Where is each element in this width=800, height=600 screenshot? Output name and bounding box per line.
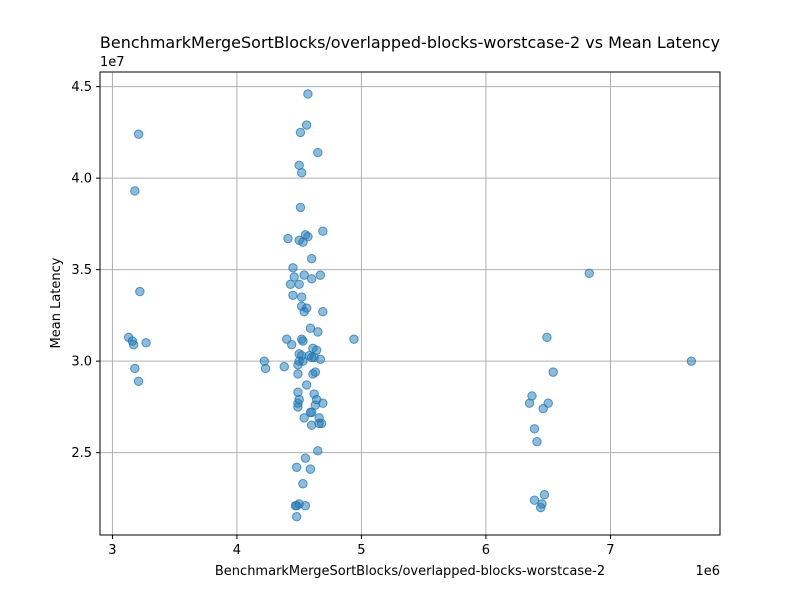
y-tick-label: 2.5 xyxy=(71,446,92,461)
scatter-point xyxy=(584,268,594,279)
scatter-point xyxy=(529,424,540,434)
scatter-point xyxy=(315,354,326,365)
scatter-point xyxy=(543,398,553,408)
scatter-point xyxy=(133,376,144,386)
x-tick-label: 7 xyxy=(606,543,614,558)
x-axis-offset-label: 1e6 xyxy=(695,564,720,579)
scatter-point xyxy=(130,186,140,196)
scatter-point xyxy=(295,202,306,213)
scatter-point xyxy=(296,292,307,302)
scatter-point xyxy=(301,380,312,390)
scatter-point xyxy=(288,263,298,273)
scatter-point xyxy=(315,270,326,280)
y-axis-label: Mean Latency xyxy=(49,257,64,348)
scatter-point xyxy=(313,327,323,337)
scatter-point xyxy=(296,167,307,178)
x-tick-label: 3 xyxy=(108,543,116,558)
scatter-point xyxy=(288,290,298,300)
x-tick-label: 4 xyxy=(233,543,241,558)
data-points xyxy=(123,89,697,522)
scatter-point xyxy=(294,279,304,289)
scatter-point xyxy=(298,356,308,366)
scatter-point xyxy=(279,361,289,372)
scatter-point xyxy=(298,479,308,489)
scatter-point xyxy=(529,495,540,505)
scatter-point xyxy=(303,89,313,99)
x-axis-label: BenchmarkMergeSortBlocks/overlapped-bloc… xyxy=(215,564,605,579)
scatter-point xyxy=(548,367,558,377)
scatter-point xyxy=(527,391,537,401)
scatter-point xyxy=(537,499,547,509)
scatter-point xyxy=(686,356,697,366)
scatter-point xyxy=(294,394,304,405)
scatter-point xyxy=(128,339,139,350)
scatter-point xyxy=(293,369,303,379)
y-tick-label: 3.5 xyxy=(71,263,92,278)
grid-lines xyxy=(100,72,720,535)
scatter-point xyxy=(292,462,302,472)
scatter-point xyxy=(305,323,316,333)
scatter-point xyxy=(306,407,317,418)
scatter-point xyxy=(311,345,322,355)
scatter-point xyxy=(292,511,302,522)
scatter-point xyxy=(133,129,144,139)
scatter-point xyxy=(301,303,312,313)
scatter-point xyxy=(295,127,306,138)
scatter-point xyxy=(303,232,313,242)
y-tick-label: 3.0 xyxy=(71,355,92,370)
scatter-point xyxy=(299,413,309,423)
x-tick-label: 6 xyxy=(482,543,490,558)
scatter-point xyxy=(310,367,321,377)
scatter-point xyxy=(283,233,293,244)
scatter-point xyxy=(542,332,552,343)
scatter-point xyxy=(287,339,297,350)
scatter-point xyxy=(316,418,327,429)
scatter-point xyxy=(305,464,316,474)
scatter-point xyxy=(318,226,328,236)
scatter-point xyxy=(141,338,151,348)
axis-ticks: 3 4 5 6 7 2.5 3.0 3.5 4.0 4.5 xyxy=(71,80,614,558)
scatter-point xyxy=(260,363,271,374)
scatter-point xyxy=(300,453,311,463)
x-tick-label: 5 xyxy=(357,543,365,558)
scatter-point xyxy=(313,446,323,456)
scatter-point xyxy=(306,274,317,284)
chart-title: BenchmarkMergeSortBlocks/overlapped-bloc… xyxy=(100,33,720,52)
scatter-point xyxy=(539,490,550,500)
scatter-point xyxy=(289,272,299,282)
scatter-point xyxy=(130,363,140,374)
scatter-point xyxy=(298,336,308,346)
scatter-point xyxy=(300,501,311,511)
scatter-point xyxy=(135,286,145,297)
scatter-point xyxy=(532,436,542,447)
scatter-point xyxy=(318,307,328,317)
scatter-point xyxy=(313,147,323,158)
plot-area-frame xyxy=(99,71,721,536)
scatter-point xyxy=(318,398,328,408)
y-tick-label: 4.5 xyxy=(71,80,92,95)
scatter-point xyxy=(306,253,317,264)
y-axis-offset-label: 1e7 xyxy=(100,55,125,70)
scatter-point xyxy=(299,270,309,280)
scatter-point xyxy=(301,120,312,130)
scatter-point xyxy=(349,334,359,344)
y-tick-label: 4.0 xyxy=(71,172,92,187)
